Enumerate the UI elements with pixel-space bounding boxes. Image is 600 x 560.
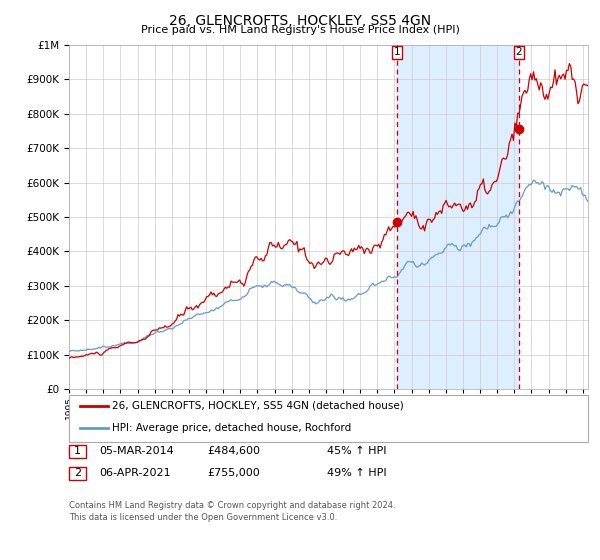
Text: 2: 2 [74,468,81,478]
Text: 26, GLENCROFTS, HOCKLEY, SS5 4GN: 26, GLENCROFTS, HOCKLEY, SS5 4GN [169,14,431,28]
Text: 49% ↑ HPI: 49% ↑ HPI [327,468,386,478]
Text: £755,000: £755,000 [207,468,260,478]
Text: Price paid vs. HM Land Registry's House Price Index (HPI): Price paid vs. HM Land Registry's House … [140,25,460,35]
Text: 2: 2 [515,47,522,57]
Text: 26, GLENCROFTS, HOCKLEY, SS5 4GN (detached house): 26, GLENCROFTS, HOCKLEY, SS5 4GN (detach… [112,401,404,411]
Text: £484,600: £484,600 [207,446,260,456]
Bar [397,45,518,389]
Text: 1: 1 [74,446,81,456]
Text: This data is licensed under the Open Government Licence v3.0.: This data is licensed under the Open Gov… [69,513,337,522]
Text: 05-MAR-2014: 05-MAR-2014 [99,446,174,456]
Text: HPI: Average price, detached house, Rochford: HPI: Average price, detached house, Roch… [112,423,352,433]
Text: 06-APR-2021: 06-APR-2021 [99,468,170,478]
Text: Contains HM Land Registry data © Crown copyright and database right 2024.: Contains HM Land Registry data © Crown c… [69,501,395,510]
Text: 45% ↑ HPI: 45% ↑ HPI [327,446,386,456]
Text: 1: 1 [394,47,401,57]
